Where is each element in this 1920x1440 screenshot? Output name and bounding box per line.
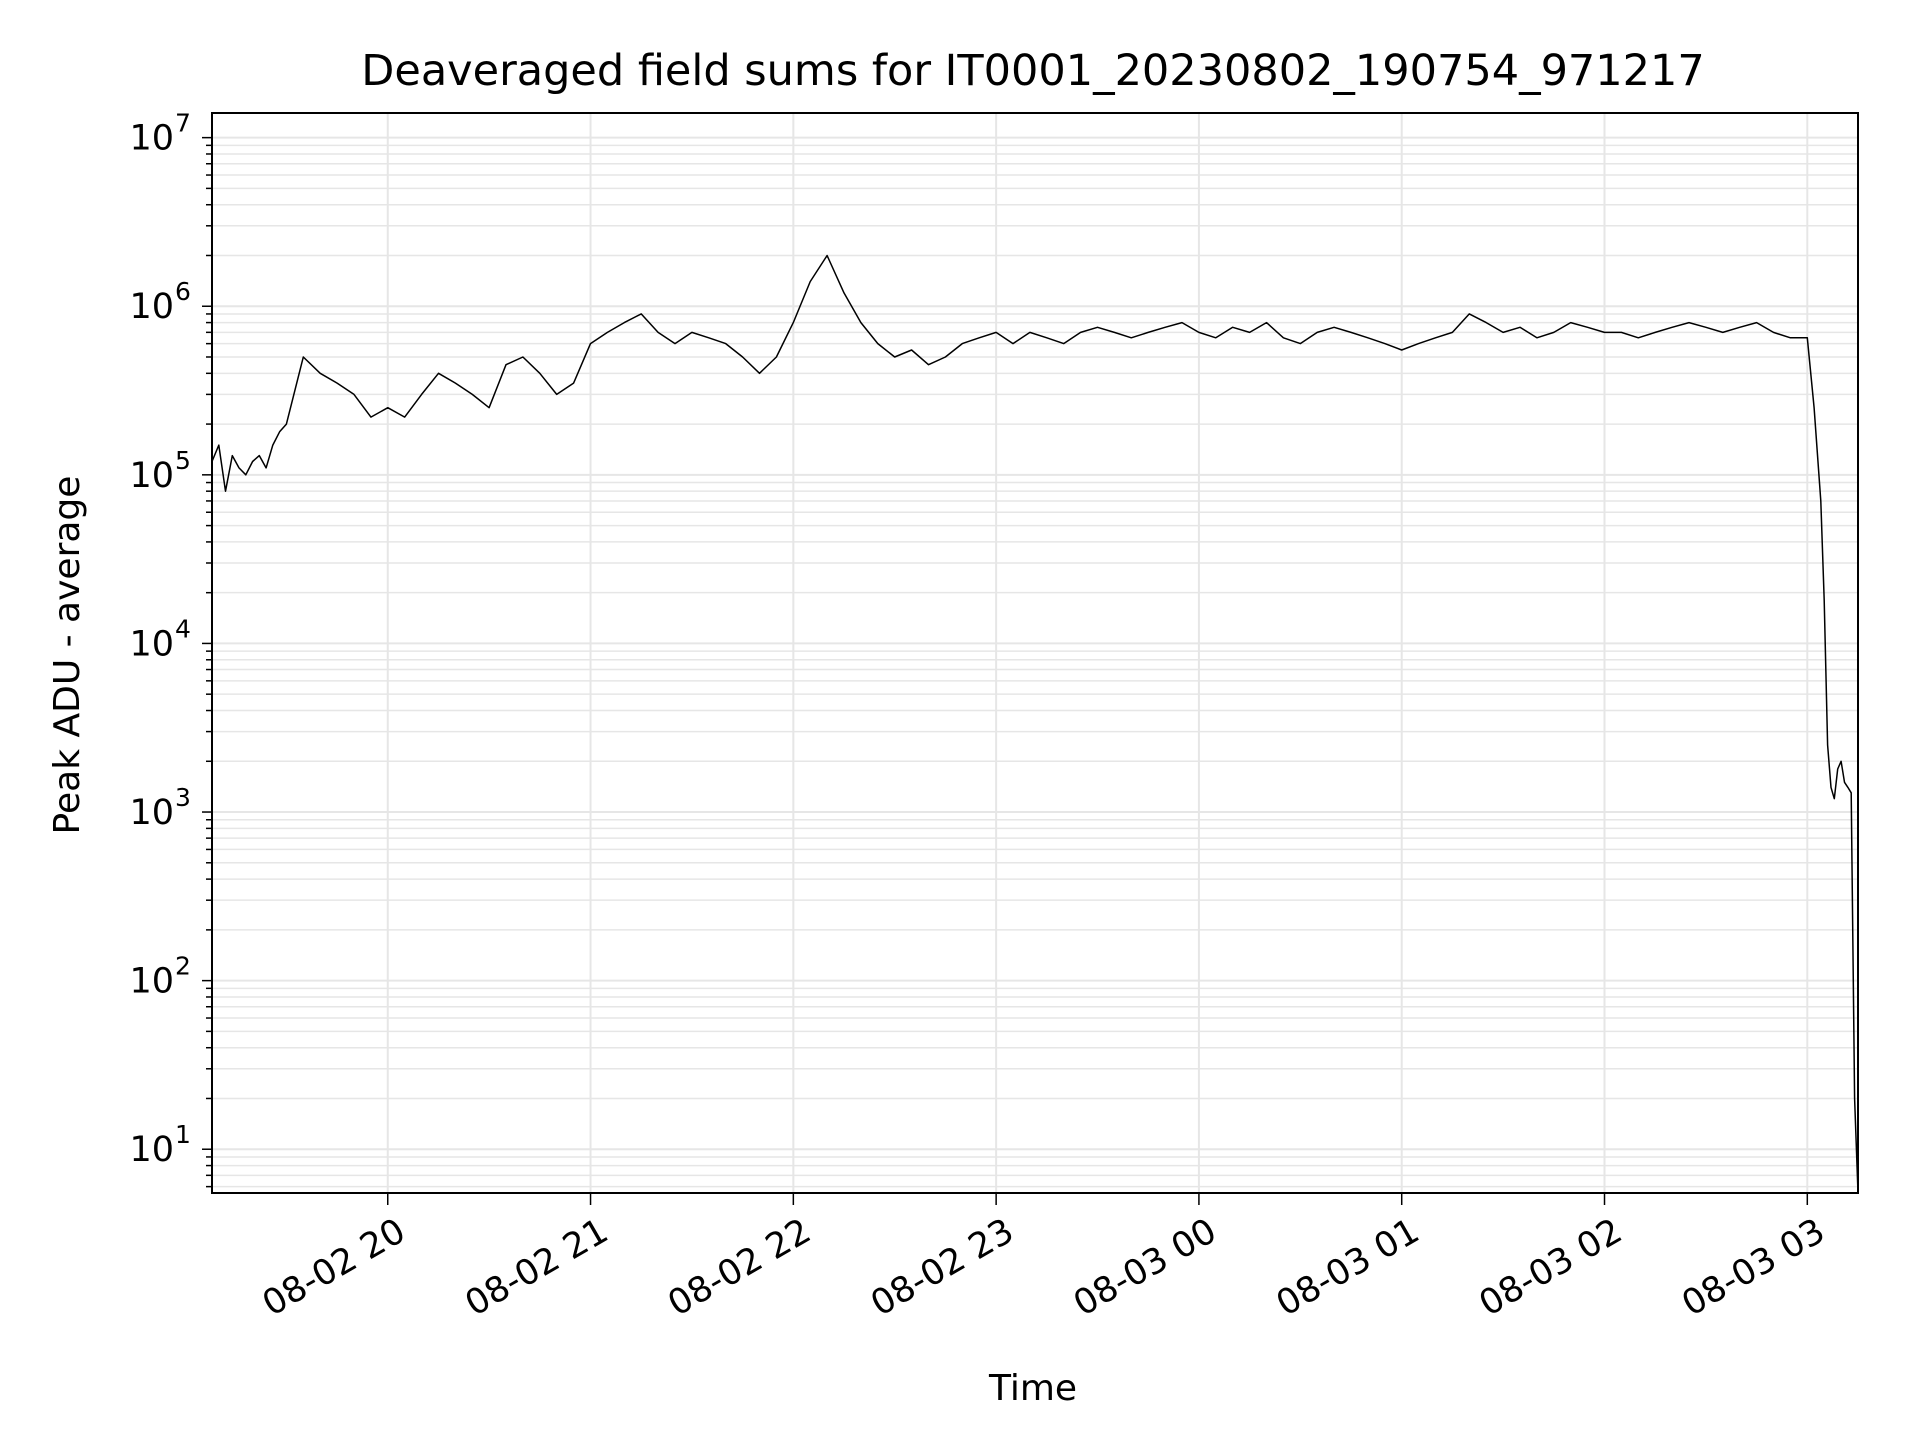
y-tick-base: 10 — [129, 962, 174, 1002]
y-tick-exponent: 1 — [175, 1120, 191, 1149]
y-tick-base: 10 — [129, 624, 174, 664]
data-series-line — [211, 254, 1859, 1194]
y-tick-label: 10 4 — [129, 614, 190, 664]
grid-lines — [212, 113, 1858, 1193]
y-tick-exponent: 2 — [175, 952, 191, 981]
y-tick-label: 10 1 — [129, 1120, 190, 1170]
y-tick-exponent: 5 — [175, 446, 191, 475]
y-tick-base: 10 — [129, 1130, 174, 1170]
y-tick-exponent: 6 — [175, 277, 191, 306]
y-tick-base: 10 — [129, 287, 174, 327]
y-tick-exponent: 7 — [175, 109, 191, 138]
y-tick-base: 10 — [129, 119, 174, 159]
plot-area-frame — [211, 112, 1859, 1194]
x-axis-label: Time — [988, 1368, 1077, 1409]
y-tick-label: 10 3 — [129, 783, 190, 833]
y-tick-label: 10 7 — [129, 109, 190, 159]
chart-title: Deaveraged field sums for IT0001_2023080… — [361, 46, 1704, 96]
data-line-layer — [211, 254, 1859, 1194]
y-tick-label: 10 6 — [129, 277, 190, 327]
y-tick-exponent: 3 — [175, 783, 191, 812]
y-axis-label: Peak ADU - average — [47, 476, 88, 835]
y-tick-base: 10 — [129, 456, 174, 496]
y-tick-label: 10 2 — [129, 952, 190, 1002]
y-tick-label: 10 5 — [129, 446, 190, 496]
y-tick-exponent: 4 — [175, 614, 191, 643]
y-tick-base: 10 — [129, 793, 174, 833]
